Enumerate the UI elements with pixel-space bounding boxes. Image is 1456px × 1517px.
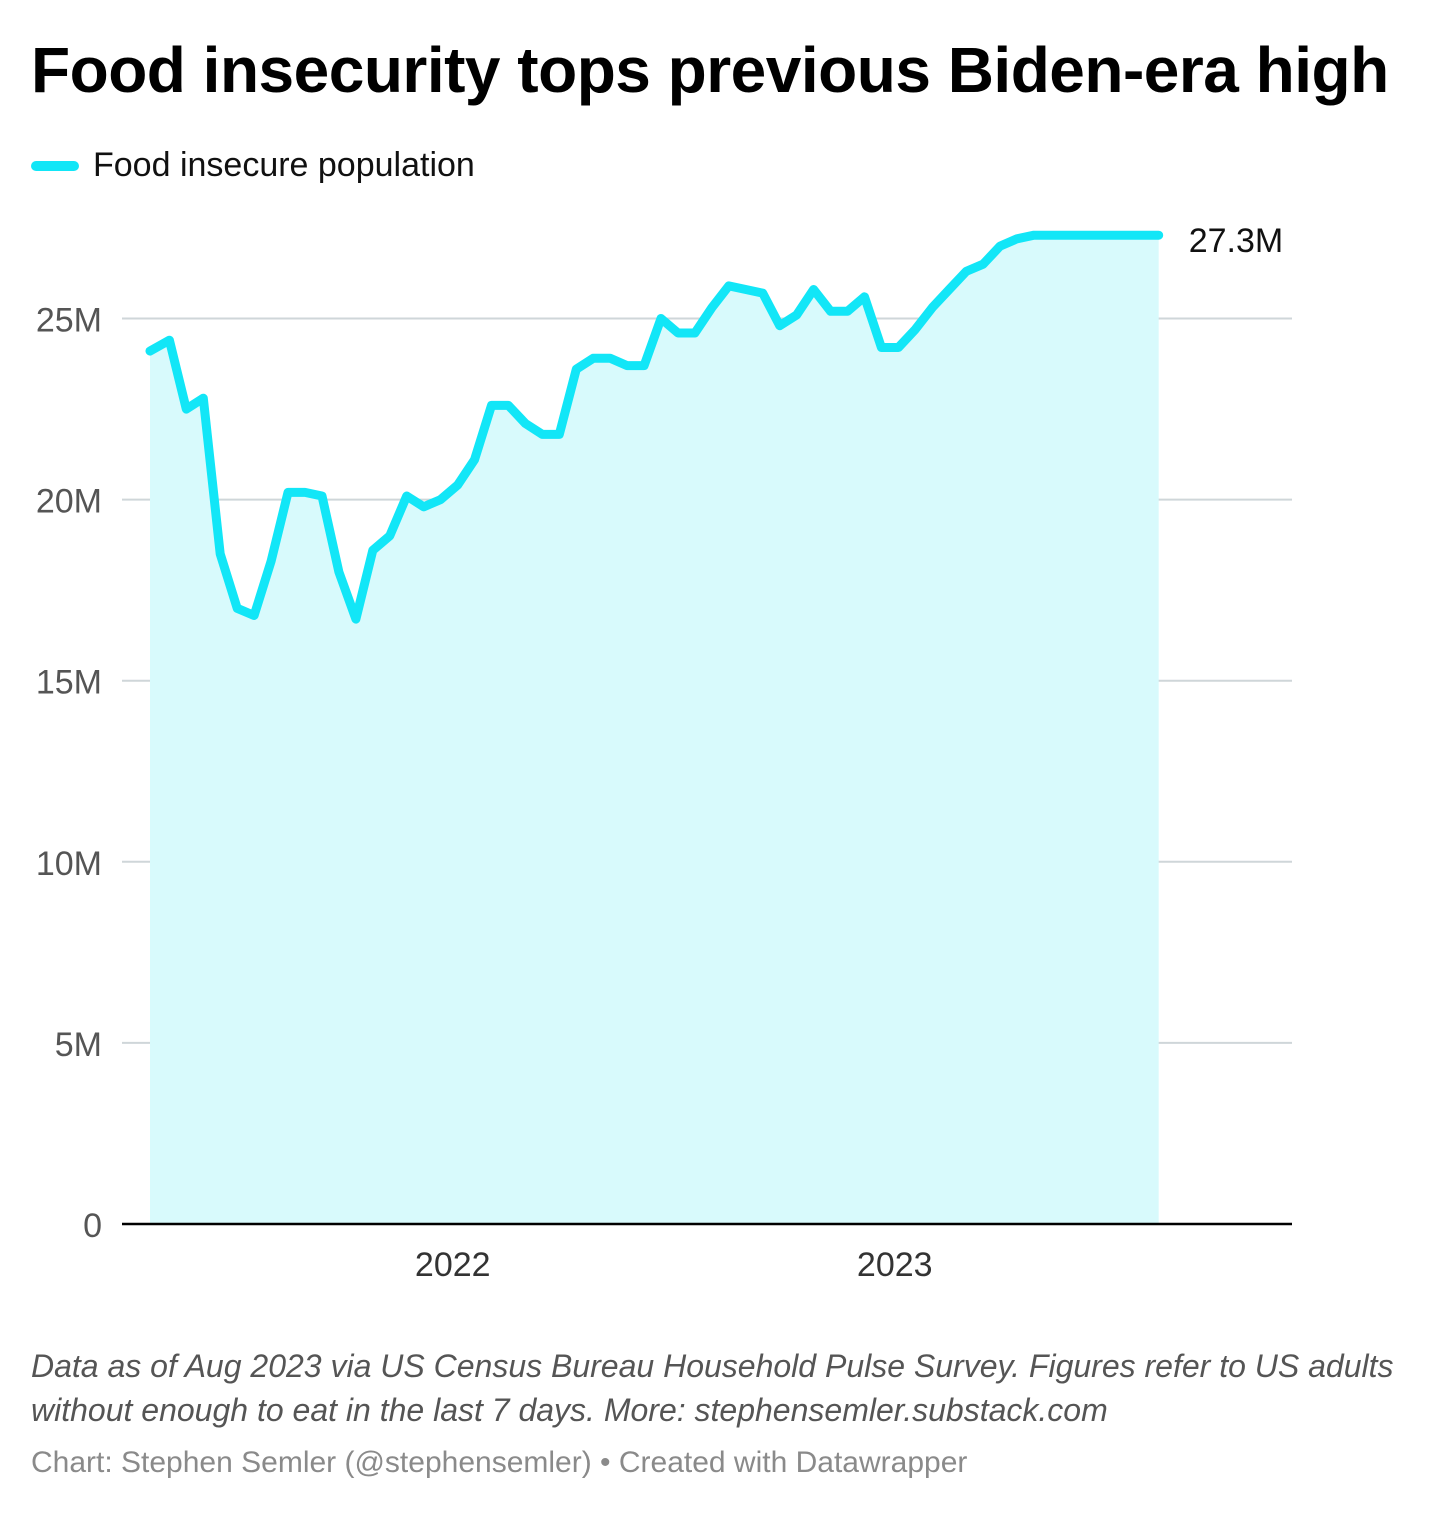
footer-credit: Chart: Stephen Semler (@stephensemler) •… — [31, 1446, 968, 1479]
y-tick-label: 0 — [83, 1207, 102, 1245]
series-layer — [145, 230, 1164, 624]
y-tick-label: 25M — [36, 302, 102, 340]
y-tick-label: 5M — [55, 1026, 102, 1064]
line-area-chart: 0 5M 10M 15M 20M 25M 27.3M 2022 2023 — [36, 222, 1292, 1284]
footer-notes: Data as of Aug 2023 via US Census Bureau… — [31, 1348, 1394, 1428]
y-tick-label: 10M — [36, 845, 102, 883]
y-tick-label: 15M — [36, 664, 102, 702]
legend: Food insecure population — [31, 146, 475, 185]
x-tick-label: 2022 — [415, 1246, 491, 1284]
labels-layer: 0 5M 10M 15M 20M 25M 27.3M 2022 2023 — [36, 222, 1283, 1284]
series-line-food-insecure-population — [145, 230, 1164, 624]
y-tick-label: 20M — [36, 483, 102, 521]
x-tick-label: 2023 — [857, 1246, 933, 1284]
end-value-label: 27.3M — [1189, 222, 1284, 260]
area-layer — [150, 235, 1159, 1224]
legend-label: Food insecure population — [93, 146, 475, 184]
legend-swatch — [31, 160, 79, 171]
series-area — [150, 235, 1159, 1224]
chart-title: Food insecurity tops previous Biden-era … — [31, 34, 1389, 106]
